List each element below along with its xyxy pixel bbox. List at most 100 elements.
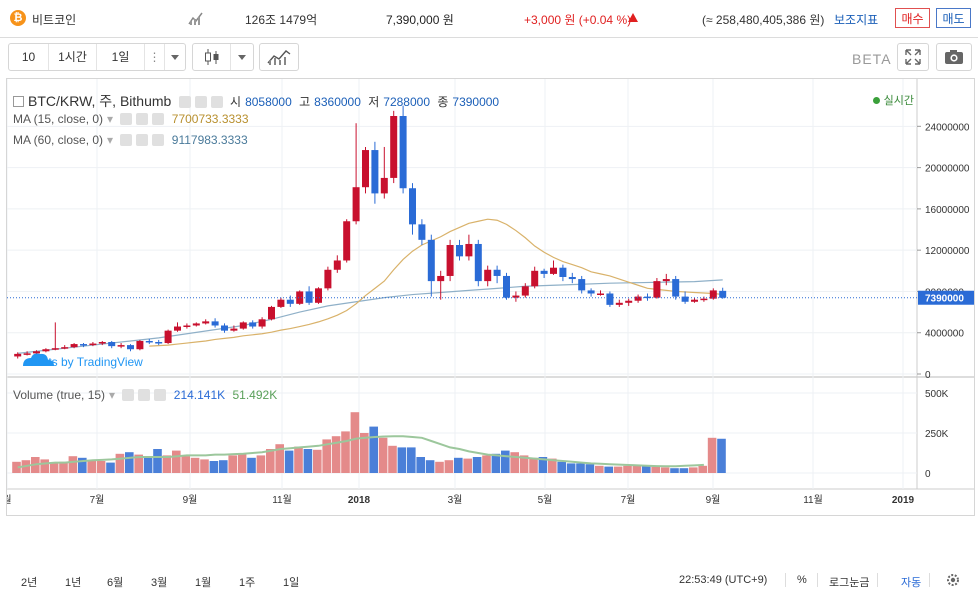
volume-bar: [585, 464, 595, 473]
remove-icon[interactable]: [152, 134, 165, 146]
volume-bar: [679, 468, 689, 473]
volume-bar: [209, 461, 219, 473]
settings-icon[interactable]: [136, 134, 149, 146]
candle-body: [14, 353, 22, 357]
candle-body: [343, 221, 351, 261]
interval-group: 10 1시간 1일 ⋮: [8, 43, 186, 71]
volume-bar: [341, 431, 350, 473]
volume-value: 214.141K: [173, 388, 226, 402]
range-1d[interactable]: 1일: [283, 577, 300, 589]
candle-body: [33, 351, 40, 354]
candle-body: [672, 279, 680, 297]
settings-gear-icon[interactable]: [945, 572, 961, 591]
candle-body: [192, 323, 200, 326]
ma60-label: MA (60, close, 0): [13, 133, 104, 147]
remove-icon[interactable]: [210, 96, 223, 108]
log-scale-toggle[interactable]: 로그눈금: [829, 577, 870, 589]
candle-body: [296, 291, 304, 304]
more-intervals-icon[interactable]: ⋮: [145, 44, 165, 70]
candle-body: [446, 245, 454, 276]
volume-bar: [613, 466, 623, 473]
buy-button[interactable]: 매수: [895, 8, 930, 28]
collapse-legend-icon[interactable]: [13, 96, 24, 107]
range-2y[interactable]: 2년: [21, 577, 38, 589]
percent-toggle[interactable]: %: [797, 574, 807, 586]
volume-bar: [435, 461, 444, 473]
range-1y[interactable]: 1년: [65, 577, 82, 589]
fullscreen-icon[interactable]: [897, 43, 929, 71]
time-tick-label: 월: [7, 494, 12, 506]
volume-bar: [651, 466, 660, 473]
eye-icon[interactable]: [120, 113, 133, 125]
interval-dropdown-icon[interactable]: [165, 44, 185, 70]
remove-icon[interactable]: [152, 113, 165, 125]
ma15-value: 7700733.3333: [171, 112, 249, 126]
ma60-dropdown-icon[interactable]: ▾: [107, 133, 114, 147]
candle-body: [315, 288, 322, 303]
candle-style-icon[interactable]: [193, 44, 231, 70]
volume-bar: [717, 438, 726, 473]
time-tick-label: 3월: [448, 494, 463, 506]
high-label: 고: [299, 95, 311, 109]
range-6m[interactable]: 6월: [107, 577, 124, 589]
price-chart-canvas[interactable]: 2400000020000000160000001200000080000004…: [7, 79, 974, 515]
chart-container[interactable]: 2400000020000000160000001200000080000004…: [6, 78, 975, 589]
volume-bar: [200, 459, 209, 473]
candle-body: [587, 290, 595, 294]
tradingview-logo[interactable]: charts by TradingView: [25, 355, 143, 369]
volume-tick-label: 0: [925, 469, 931, 480]
volume-bar: [313, 449, 322, 473]
sell-button[interactable]: 매도: [936, 8, 971, 28]
range-1w[interactable]: 1주: [239, 577, 256, 589]
candle-body: [653, 281, 661, 298]
time-tick-label: 7월: [621, 494, 636, 506]
volume-bar: [78, 457, 87, 473]
candle-body: [230, 328, 238, 331]
volume-bar: [472, 457, 482, 473]
settings-icon[interactable]: [138, 389, 151, 401]
interval-10-button[interactable]: 10: [9, 44, 49, 70]
volume-bar: [59, 461, 68, 473]
range-1m[interactable]: 1월: [195, 577, 212, 589]
auto-scale-toggle[interactable]: 자동: [901, 577, 922, 589]
price-tick-label: 12000000: [925, 246, 970, 257]
ticker-header: ₿ 비트코인 126조 1479억 7,390,000 원 +3,000 원 (…: [0, 0, 978, 38]
interval-1d-button[interactable]: 1일: [97, 44, 145, 70]
settings-icon[interactable]: [194, 96, 207, 108]
volume-bar: [303, 449, 313, 473]
volume-bar: [134, 454, 143, 473]
divider: [785, 573, 786, 587]
volume-dropdown-icon[interactable]: ▾: [109, 388, 116, 402]
volume-ma-line: [17, 435, 704, 469]
ma60-value: 9117983.3333: [171, 133, 248, 147]
candle-body: [578, 279, 586, 291]
candle-body: [305, 291, 313, 303]
volume-stats-icon[interactable]: [188, 10, 204, 26]
ma15-dropdown-icon[interactable]: ▾: [107, 112, 114, 126]
price-tick-label: 24000000: [925, 122, 970, 133]
candle-body: [371, 150, 379, 194]
realtime-label: 실시간: [883, 95, 914, 107]
candle-body: [437, 275, 445, 282]
range-3m[interactable]: 3월: [151, 577, 168, 589]
volume-bar: [707, 437, 717, 473]
eye-icon[interactable]: [120, 134, 133, 146]
style-dropdown-icon[interactable]: [231, 44, 253, 70]
indicators-button[interactable]: [259, 43, 299, 71]
bitcoin-icon: ₿: [10, 10, 26, 26]
candle-body: [333, 260, 341, 270]
camera-icon[interactable]: [936, 43, 972, 71]
volume-bar: [378, 437, 388, 473]
candle-body: [409, 188, 416, 225]
aux-indicator-link[interactable]: 보조지표: [834, 13, 879, 27]
remove-icon[interactable]: [154, 389, 167, 401]
candle-body: [286, 299, 294, 304]
candle-body: [521, 286, 529, 296]
time-tick-label: 9월: [706, 494, 721, 506]
interval-1h-button[interactable]: 1시간: [49, 44, 97, 70]
time-tick-label: 9월: [183, 494, 198, 506]
eye-icon[interactable]: [122, 389, 135, 401]
eye-icon[interactable]: [178, 96, 191, 108]
settings-icon[interactable]: [136, 113, 149, 125]
